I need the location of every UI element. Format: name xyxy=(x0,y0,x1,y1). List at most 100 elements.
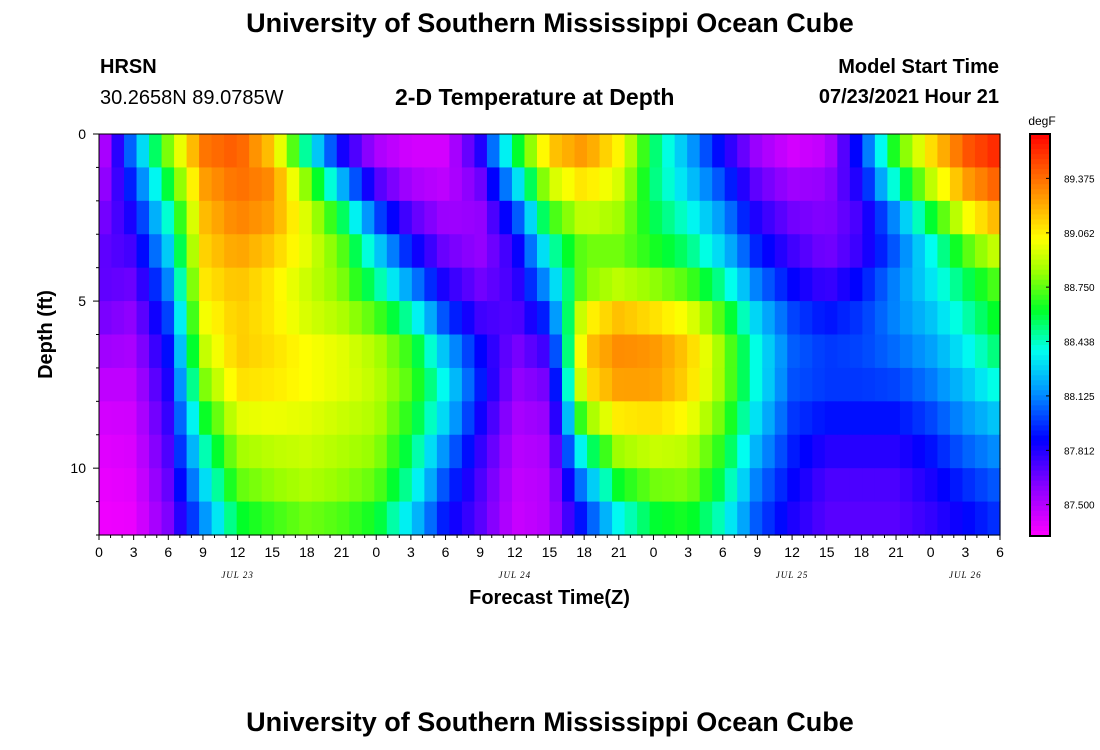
heatmap-cell xyxy=(486,401,501,436)
heatmap-cell xyxy=(937,234,951,269)
heatmap-cell xyxy=(874,468,888,503)
heatmap-cell xyxy=(299,167,313,202)
heatmap-cell xyxy=(549,167,563,202)
heatmap-cell xyxy=(937,200,951,235)
heatmap-cell xyxy=(624,434,638,469)
heatmap-cell xyxy=(687,501,701,536)
heatmap-cell xyxy=(524,301,538,336)
heatmap-cell xyxy=(536,267,551,302)
heatmap-cell xyxy=(724,234,738,269)
heatmap-cell xyxy=(324,200,338,235)
heatmap-cell xyxy=(536,468,551,503)
heatmap-cell xyxy=(211,234,225,269)
heatmap-cell xyxy=(511,167,526,202)
heatmap-cell xyxy=(374,434,388,469)
colorbar-segment xyxy=(1030,169,1050,175)
heatmap-cell xyxy=(799,367,813,402)
heatmap-cell xyxy=(249,401,263,436)
heatmap-cell xyxy=(111,267,125,302)
heatmap-cell xyxy=(511,334,526,369)
colorbar-segment xyxy=(1030,460,1050,467)
heatmap-cell xyxy=(737,134,751,169)
heatmap-cell xyxy=(862,167,876,202)
heatmap-cell xyxy=(161,334,175,369)
heatmap-cell xyxy=(912,234,926,269)
heatmap-cell xyxy=(386,267,400,302)
heatmap-cell xyxy=(524,200,538,235)
heatmap-cell xyxy=(799,401,813,436)
heatmap-cell xyxy=(912,468,926,503)
heatmap-cell xyxy=(862,501,876,536)
colorbar-segment xyxy=(1030,284,1050,291)
heatmap-cell xyxy=(136,167,150,202)
heatmap-cell xyxy=(186,167,200,202)
colorbar-segment xyxy=(1030,304,1050,311)
heatmap-cell xyxy=(662,401,676,436)
heatmap-cell xyxy=(787,401,801,436)
heatmap-cell xyxy=(511,434,526,469)
heatmap-cell xyxy=(624,134,638,169)
heatmap-cell xyxy=(887,167,901,202)
heatmap-cell xyxy=(511,134,526,169)
heatmap-cell xyxy=(637,200,651,235)
x-tick-label: 21 xyxy=(611,544,627,560)
heatmap-cell xyxy=(449,134,463,169)
heatmap-cell xyxy=(361,267,375,302)
heatmap-cell xyxy=(749,134,763,169)
heatmap-cell xyxy=(124,134,138,169)
heatmap-cell xyxy=(749,334,763,369)
heatmap-cell xyxy=(386,334,400,369)
heatmap-cell xyxy=(862,200,876,235)
heatmap-cell xyxy=(374,134,388,169)
heatmap-cell xyxy=(974,501,989,536)
heatmap-cell xyxy=(687,301,701,336)
heatmap-cell xyxy=(461,301,476,336)
heatmap-cell xyxy=(111,334,125,369)
heatmap-cell xyxy=(461,401,476,436)
heatmap-cell xyxy=(261,134,275,169)
heatmap-cell xyxy=(311,267,325,302)
colorbar-segment xyxy=(1030,254,1050,261)
heatmap-cell xyxy=(374,200,388,235)
heatmap-cell xyxy=(311,401,325,436)
heatmap-cell xyxy=(699,267,713,302)
heatmap-cell xyxy=(574,134,588,169)
heatmap-cell xyxy=(549,501,563,536)
heatmap-cell xyxy=(687,434,701,469)
heatmap-cell xyxy=(149,200,163,235)
heatmap-cell xyxy=(249,167,263,202)
heatmap-cell xyxy=(849,267,863,302)
heatmap-cell xyxy=(912,167,926,202)
heatmap-cell xyxy=(724,267,738,302)
heatmap-cell xyxy=(612,301,626,336)
heatmap-cell xyxy=(399,200,413,235)
heatmap-cell xyxy=(474,200,488,235)
heatmap-cell xyxy=(849,234,863,269)
heatmap-cell xyxy=(849,434,863,469)
heatmap-cell xyxy=(124,267,138,302)
heatmap-cell xyxy=(724,401,738,436)
heatmap-cell xyxy=(486,468,501,503)
heatmap-cell xyxy=(949,234,964,269)
heatmap-cell xyxy=(874,301,888,336)
heatmap-cell xyxy=(161,301,175,336)
heatmap-cell xyxy=(824,434,838,469)
heatmap-cell xyxy=(737,334,751,369)
colorbar-segment xyxy=(1030,350,1050,356)
x-tick-label: 18 xyxy=(854,544,870,560)
heatmap-cell xyxy=(274,200,288,235)
heatmap-cell xyxy=(436,167,450,202)
heatmap-cell xyxy=(149,234,163,269)
heatmap-cell xyxy=(812,267,826,302)
heatmap-cell xyxy=(649,401,663,436)
heatmap-cell xyxy=(562,234,576,269)
heatmap-cell xyxy=(111,167,125,202)
heatmap-cell xyxy=(361,200,375,235)
heatmap-cell xyxy=(186,501,200,536)
heatmap-cell xyxy=(774,401,788,436)
colorbar-tick-label: 88.125 xyxy=(1064,392,1095,403)
heatmap-cell xyxy=(849,468,863,503)
heatmap-cell xyxy=(336,468,350,503)
heatmap-cell xyxy=(511,367,526,402)
heatmap-cell xyxy=(536,234,551,269)
